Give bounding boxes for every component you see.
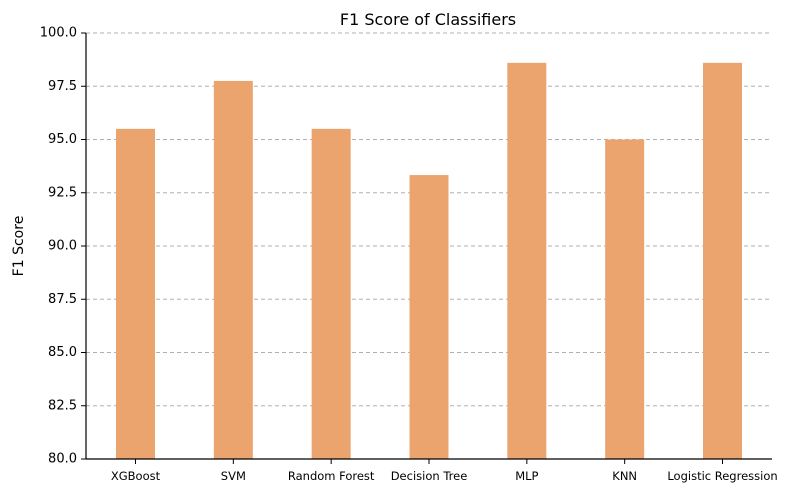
y-ticks: 80.0 82.5 85.0 87.5 90.0 92.5 95.0 97.5 100.0	[40, 26, 86, 467]
x-tick-label: MLP	[515, 469, 538, 483]
x-tick-label: SVM	[221, 469, 246, 483]
bar	[311, 128, 351, 459]
bars	[116, 62, 742, 460]
chart-title: F1 Score of Classifiers	[340, 10, 516, 29]
x-tick-label: Logistic Regression	[667, 469, 777, 483]
bar	[703, 62, 742, 459]
bar	[116, 128, 155, 459]
y-tick-label: 92.5	[48, 185, 77, 200]
y-tick-label: 85.0	[48, 345, 77, 360]
y-tick-label: 82.5	[48, 398, 77, 413]
y-tick-label: 100.0	[40, 26, 77, 41]
bar	[213, 80, 253, 460]
bar	[507, 62, 547, 459]
x-tick-label: Random Forest	[288, 469, 375, 483]
y-axis-label: F1 Score	[11, 216, 27, 277]
y-tick-label: 80.0	[48, 452, 77, 467]
x-ticks: XGBoost SVM Random Forest Decision Tree MLP K…	[111, 459, 778, 483]
y-tick-label: 87.5	[48, 292, 77, 307]
x-tick-label: Decision Tree	[391, 469, 468, 483]
bar	[605, 139, 645, 459]
x-tick-label: KNN	[612, 469, 637, 483]
x-tick-label: XGBoost	[111, 469, 161, 483]
y-tick-label: 90.0	[48, 239, 77, 254]
bar	[409, 175, 449, 460]
y-tick-label: 95.0	[48, 132, 77, 147]
y-tick-label: 97.5	[48, 79, 77, 94]
